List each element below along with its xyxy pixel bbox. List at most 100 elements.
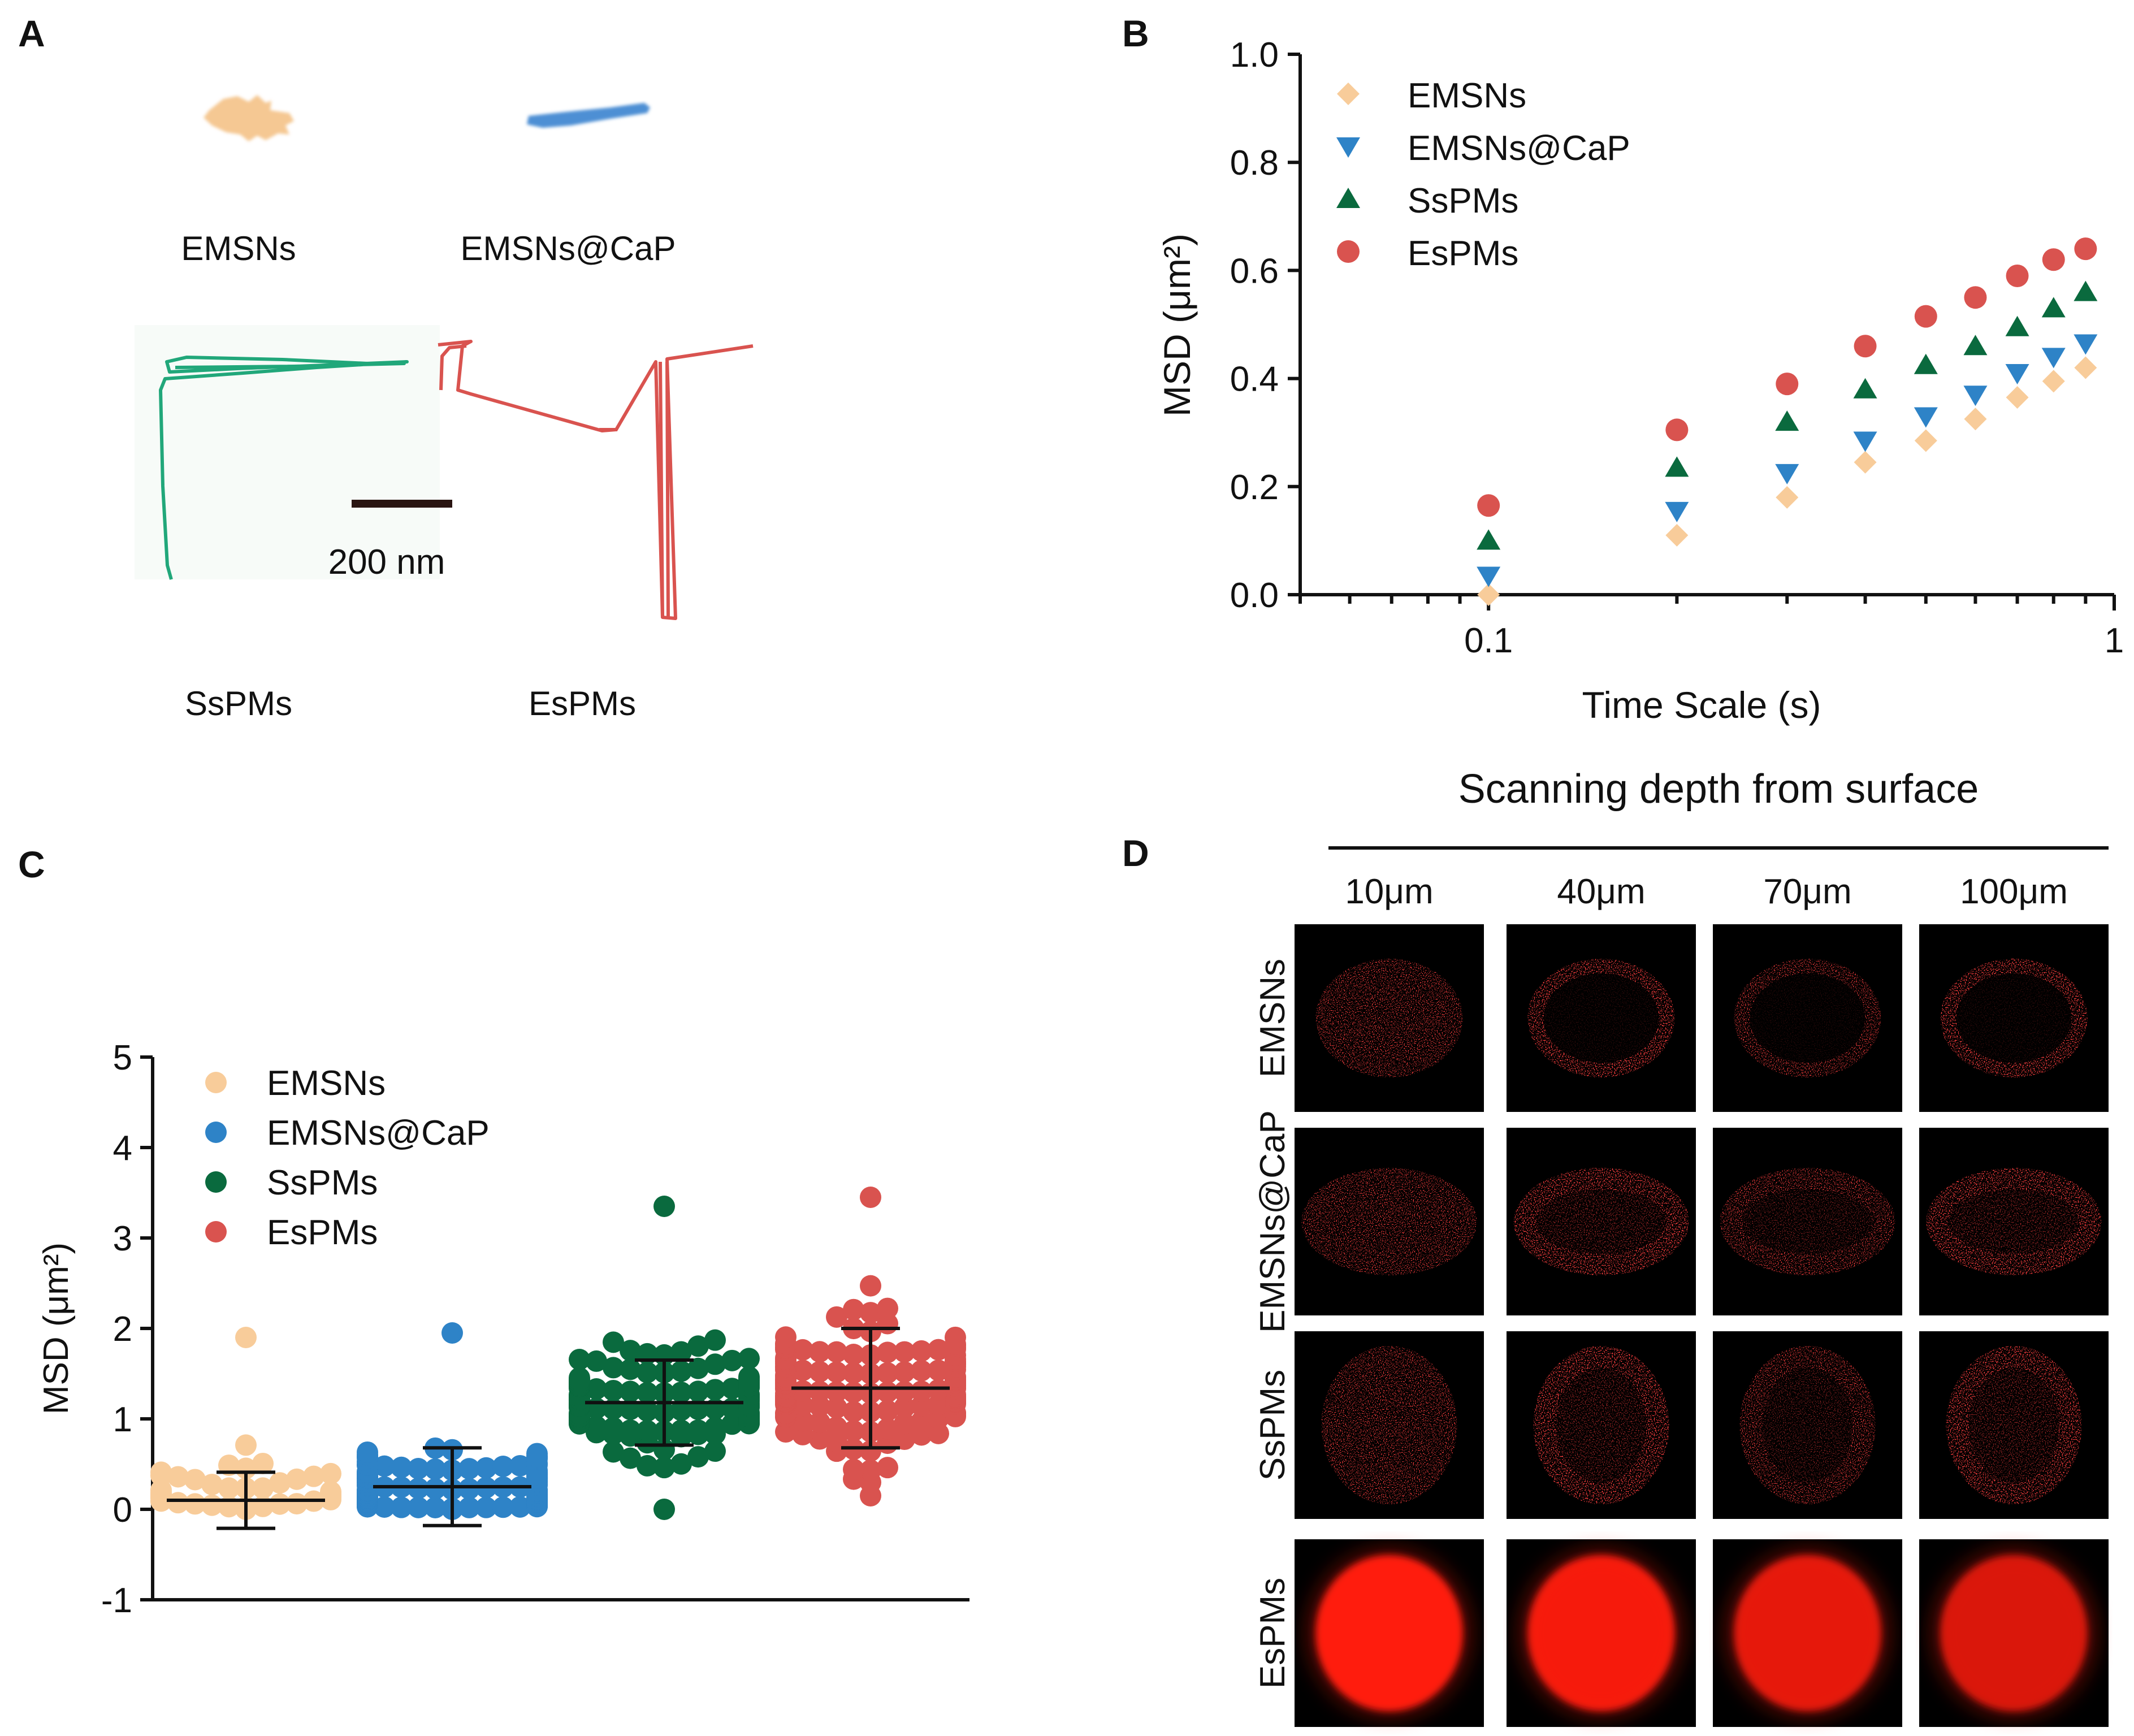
b-point-emsns: [1854, 451, 1877, 474]
sspms-trajectory: [159, 356, 409, 580]
c-point: [877, 1297, 898, 1319]
panel-c: C -1 0 1 2 3 4 5 MSD (μm²) EMSNs EMSNs@CaP SsPMs Es…: [18, 843, 969, 1620]
c-point: [458, 1496, 480, 1518]
c-point: [877, 1457, 898, 1479]
c-point: [670, 1360, 692, 1382]
c-point: [303, 1465, 324, 1487]
b-point-sspms: [1477, 529, 1501, 550]
micrograph-tile: [1295, 1331, 1484, 1519]
c-point: [167, 1466, 189, 1488]
c-point: [150, 1461, 172, 1483]
c-point: [687, 1357, 709, 1379]
c-legend-label: EsPMs: [267, 1213, 378, 1252]
c-point: [911, 1410, 932, 1432]
c-point: [637, 1454, 658, 1477]
micrograph-tile: [1919, 1128, 2109, 1315]
micrograph-tile: [1713, 1128, 1902, 1315]
row-label: EMSNs: [1253, 959, 1292, 1077]
c-legend-label: SsPMs: [267, 1163, 378, 1202]
b-y-tick-label: 1.0: [1230, 36, 1279, 75]
c-point: [843, 1362, 864, 1384]
b-point-emsns-cap: [1477, 566, 1501, 587]
chart-c: -1 0 1 2 3 4 5 MSD (μm²) EMSNs EMSNs@CaP SsPMs EsPM…: [37, 1038, 969, 1620]
c-point: [843, 1458, 864, 1480]
c-point: [928, 1393, 949, 1415]
micrograph-grid: 10μm 40μm 70μm 100μm EMSNs EMSNs@CaP SsPMs EsPM…: [1253, 872, 2109, 1727]
c-point: [911, 1340, 932, 1362]
chart-b: 0.0 0.2 0.4 0.6 0.8 1.0 0.1 1 Time Scale (s) MSD …: [1156, 36, 2124, 726]
c-point: [286, 1468, 308, 1490]
c-point: [877, 1400, 898, 1422]
b-point-sspms: [1853, 378, 1877, 399]
b-point-emsns-cap: [2005, 364, 2029, 385]
micrograph-tile: [1507, 924, 1696, 1112]
c-point: [637, 1361, 658, 1383]
c-point: [391, 1456, 412, 1478]
b-point-emsns-cap: [1914, 407, 1938, 428]
micrograph-tile: [1295, 1539, 1484, 1727]
scale-bar: [352, 500, 452, 508]
c-point: [826, 1361, 847, 1383]
c-point: [586, 1378, 607, 1400]
c-point: [653, 1196, 675, 1217]
c-point: [670, 1419, 692, 1441]
row-label: EMSNs@CaP: [1253, 1110, 1292, 1333]
c-point: [860, 1302, 881, 1324]
micrograph-tile: [1713, 924, 1902, 1112]
c-point: [269, 1472, 291, 1494]
b-point-espms: [2074, 237, 2097, 261]
c-point: [721, 1413, 743, 1435]
b-point-espms: [1776, 373, 1799, 396]
c-point: [792, 1380, 813, 1402]
c-point: [603, 1441, 624, 1463]
b-legend-marker: [1337, 240, 1360, 263]
c-y-tick-label: 5: [113, 1038, 132, 1077]
c-point: [653, 1457, 675, 1479]
b-legend-marker: [1337, 83, 1360, 105]
depth-label: 40μm: [1557, 872, 1645, 911]
b-point-sspms: [1665, 456, 1689, 477]
b-y-tick-label: 0.2: [1230, 468, 1279, 507]
c-point: [425, 1496, 446, 1518]
c-legend-label: EMSNs@CaP: [267, 1114, 490, 1153]
c-point: [526, 1443, 548, 1465]
c-point: [320, 1480, 341, 1503]
c-point: [475, 1496, 497, 1518]
b-point-emsns-cap: [2041, 348, 2066, 369]
c-point: [184, 1493, 206, 1515]
c-legend-marker: [205, 1171, 227, 1193]
c-point: [586, 1415, 607, 1438]
c-legend-marker: [205, 1072, 227, 1093]
c-y-tick-label: 2: [113, 1310, 132, 1349]
b-point-emsns: [1776, 486, 1799, 509]
b-x-tick-label: 1: [2105, 621, 2124, 660]
c-point: [509, 1454, 531, 1477]
c-point: [509, 1496, 531, 1518]
b-x-axis-title: Time Scale (s): [1582, 684, 1821, 726]
c-point: [860, 1459, 881, 1481]
micrograph-tile: [1507, 1331, 1696, 1519]
b-y-tick-label: 0.6: [1230, 252, 1279, 291]
b-point-espms: [1665, 418, 1689, 441]
b-point-sspms: [1775, 410, 1799, 431]
c-point: [792, 1339, 813, 1361]
b-point-emsns: [1914, 429, 1937, 452]
depth-label: 100μm: [1960, 872, 2068, 911]
c-point: [721, 1349, 743, 1371]
c-point: [252, 1452, 274, 1474]
c-point: [475, 1457, 497, 1479]
c-point: [843, 1401, 864, 1423]
micrograph-tile: [1919, 924, 2109, 1112]
b-point-espms: [2042, 248, 2065, 271]
panel-d-title-rule: [1328, 846, 2109, 850]
c-point: [252, 1477, 274, 1499]
c-y-tick-label: -1: [101, 1581, 132, 1620]
micrograph-tile: [1713, 1331, 1902, 1519]
c-point: [704, 1440, 726, 1462]
c-point: [408, 1458, 429, 1480]
c-point: [894, 1413, 915, 1435]
c-point: [320, 1462, 341, 1484]
traj-label-sspms: SsPMs: [185, 685, 292, 722]
c-point: [809, 1361, 830, 1383]
